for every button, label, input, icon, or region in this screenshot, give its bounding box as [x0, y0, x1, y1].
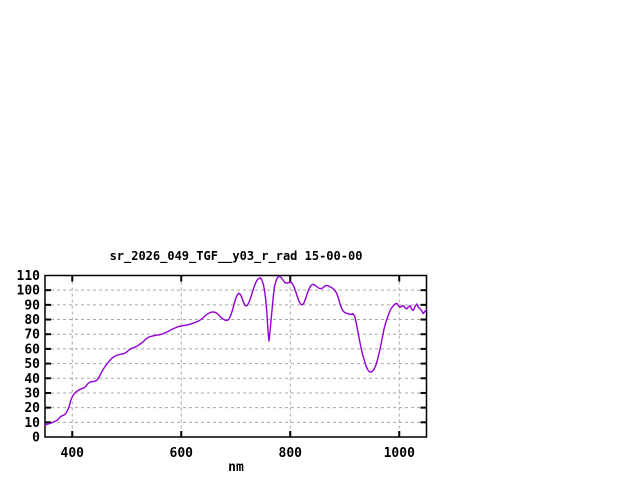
x-tick-label: 1000 — [384, 446, 415, 461]
data-curve — [44, 275, 428, 426]
y-tick-label: 100 — [17, 284, 41, 299]
x-tick-label: 600 — [170, 446, 194, 461]
y-tick-label: 40 — [24, 372, 40, 387]
x-tick-label: 800 — [279, 446, 303, 461]
chart-title: sr_2026_049_TGF__y03_r_rad 15-00-00 — [109, 249, 363, 263]
y-tick-label: 70 — [24, 328, 40, 343]
y-tick-label: 50 — [24, 357, 40, 372]
y-tick-label: 60 — [24, 342, 40, 357]
y-tick-label: 30 — [24, 386, 40, 401]
y-tick-label: 0 — [32, 431, 40, 446]
y-tick-label: 10 — [24, 416, 40, 431]
y-tick-label: 80 — [24, 313, 40, 328]
plot-border — [44, 274, 428, 438]
y-tick-label: 110 — [17, 269, 41, 284]
y-tick-label: 20 — [24, 401, 40, 416]
y-tick-label: 90 — [24, 298, 40, 313]
x-tick-label: 400 — [61, 446, 85, 461]
x-axis-label: nm — [228, 460, 244, 475]
